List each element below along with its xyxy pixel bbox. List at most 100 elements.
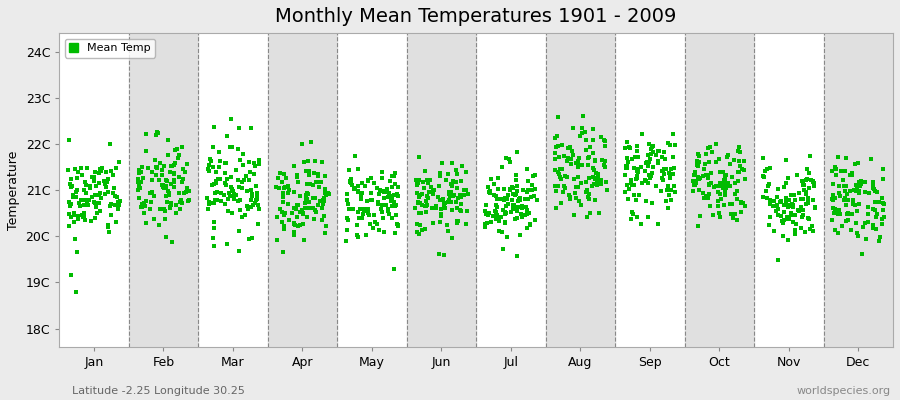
Point [627,165,642,172]
Point [68,188,83,195]
Point [702,191,716,198]
Point [61,137,76,143]
Point [712,210,726,217]
Point [649,152,663,159]
Point [549,144,563,150]
Point [837,183,851,189]
Point [141,164,156,171]
Point [289,206,303,212]
Point [852,179,867,185]
Point [794,196,808,202]
Point [594,156,608,163]
Point [235,185,249,192]
Point [780,204,795,211]
Point [852,201,867,207]
Point [838,187,852,194]
Point [375,215,390,221]
Point [737,158,751,164]
Point [866,206,880,212]
Point [242,177,256,183]
Point [586,150,600,156]
Point [786,219,800,226]
Point [351,188,365,194]
Point [321,191,336,198]
Point [310,171,325,178]
Y-axis label: Temperature: Temperature [7,150,20,230]
Point [734,199,748,205]
Point [248,163,263,170]
Point [656,165,670,172]
Point [164,202,178,208]
Point [482,210,497,216]
Point [343,178,357,184]
Point [756,155,770,161]
Point [159,185,174,192]
Point [225,186,239,192]
Point [762,201,777,207]
Point [659,166,673,173]
Point [796,207,810,214]
Point [528,186,543,192]
Point [734,209,748,216]
Point [61,199,76,206]
Point [169,210,184,216]
Point [227,196,241,202]
Point [233,207,248,214]
Point [666,154,680,160]
Point [440,228,454,234]
Point [563,161,578,167]
Point [797,182,812,188]
Point [760,166,774,173]
Point [867,186,881,192]
Point [526,193,541,199]
Point [77,178,92,185]
Point [101,176,115,182]
Point [547,182,562,189]
Point [139,148,153,154]
Point [136,174,150,181]
Point [725,200,740,207]
Point [631,169,645,175]
Point [450,205,464,212]
Point [220,133,234,140]
Point [418,203,433,209]
Point [277,226,292,232]
Point [170,146,184,152]
Point [846,197,860,203]
Point [839,202,853,208]
Point [149,129,164,135]
Point [781,175,796,181]
Point [762,214,777,221]
Point [859,188,873,195]
Point [104,201,119,208]
Point [443,193,457,199]
Point [759,168,773,174]
Point [278,184,293,190]
Point [148,131,163,138]
Point [111,203,125,209]
Point [66,194,80,200]
Point [826,180,841,187]
Point [554,176,568,182]
Point [763,165,778,172]
Point [510,188,525,194]
Point [60,167,75,173]
Point [825,196,840,203]
Point [486,212,500,219]
Point [340,215,355,222]
Point [291,223,305,229]
Point [391,222,405,228]
Point [662,192,677,198]
Point [135,204,149,210]
Point [422,188,436,195]
Point [176,190,191,196]
Point [588,158,602,164]
Point [641,180,655,186]
Point [415,202,429,208]
Point [169,202,184,208]
Point [132,185,147,191]
Point [588,175,602,181]
Point [380,186,394,192]
Point [788,197,803,203]
Point [434,206,448,213]
